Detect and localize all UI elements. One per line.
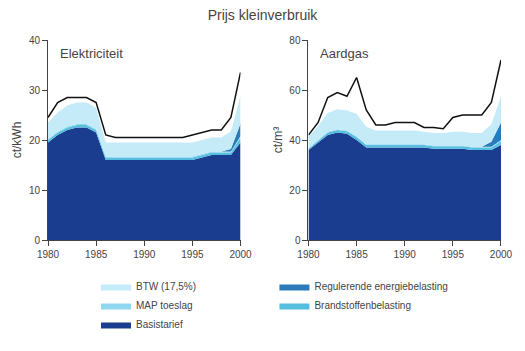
svg-text:Elektriciteit: Elektriciteit — [60, 46, 123, 61]
svg-text:Prijs kleinverbruik: Prijs kleinverbruik — [208, 7, 319, 23]
svg-text:Aardgas: Aardgas — [320, 46, 369, 61]
svg-text:0: 0 — [34, 235, 40, 246]
svg-text:1995: 1995 — [181, 249, 204, 260]
svg-text:1985: 1985 — [85, 249, 108, 260]
svg-text:10: 10 — [29, 185, 41, 196]
svg-text:40: 40 — [29, 35, 41, 46]
svg-text:2000: 2000 — [229, 249, 252, 260]
svg-text:1980: 1980 — [37, 249, 60, 260]
svg-text:MAP toeslag: MAP toeslag — [136, 300, 193, 311]
svg-text:ct/m³: ct/m³ — [271, 127, 285, 154]
svg-text:1990: 1990 — [394, 249, 417, 260]
svg-text:1980: 1980 — [297, 249, 320, 260]
svg-text:40: 40 — [289, 135, 301, 146]
svg-text:80: 80 — [289, 35, 301, 46]
svg-text:20: 20 — [289, 185, 301, 196]
svg-text:20: 20 — [29, 135, 41, 146]
svg-text:2000: 2000 — [490, 249, 513, 260]
svg-text:ct/kWh: ct/kWh — [10, 122, 24, 159]
svg-text:BTW (17,5%): BTW (17,5%) — [136, 281, 196, 292]
svg-text:1990: 1990 — [133, 249, 156, 260]
svg-text:30: 30 — [29, 85, 41, 96]
svg-text:1995: 1995 — [442, 249, 465, 260]
svg-text:Regulerende energiebelasting: Regulerende energiebelasting — [314, 281, 447, 292]
svg-text:Brandstoffenbelasting: Brandstoffenbelasting — [314, 300, 411, 311]
svg-text:1985: 1985 — [345, 249, 368, 260]
svg-text:0: 0 — [295, 235, 301, 246]
svg-text:60: 60 — [289, 85, 301, 96]
svg-text:Basistarief: Basistarief — [136, 319, 183, 330]
